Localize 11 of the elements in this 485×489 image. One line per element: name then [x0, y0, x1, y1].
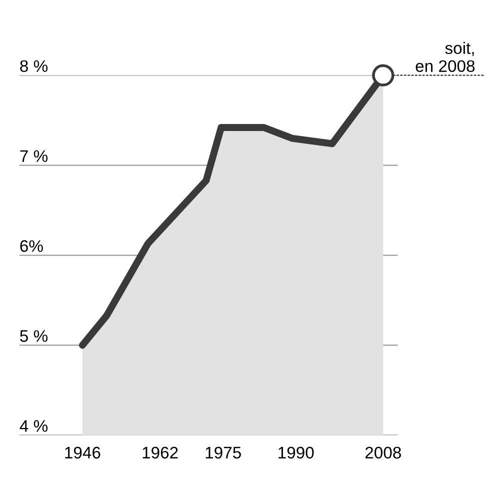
y-tick-label: 7 % — [20, 150, 48, 162]
y-tick-label: 5 % — [20, 330, 48, 342]
x-tick-label: 1962 — [142, 446, 178, 459]
x-tick-label: 2008 — [365, 446, 401, 459]
annotation: soit, en 2008 — [416, 42, 475, 72]
x-tick-label: 1975 — [206, 446, 241, 459]
x-tick-label: 1990 — [278, 446, 314, 459]
y-tick-label: 8 % — [20, 60, 48, 72]
x-tick-label: 1946 — [65, 446, 100, 459]
y-tick-label: 4 % — [20, 420, 48, 432]
y-tick-label: 6% — [20, 240, 43, 252]
